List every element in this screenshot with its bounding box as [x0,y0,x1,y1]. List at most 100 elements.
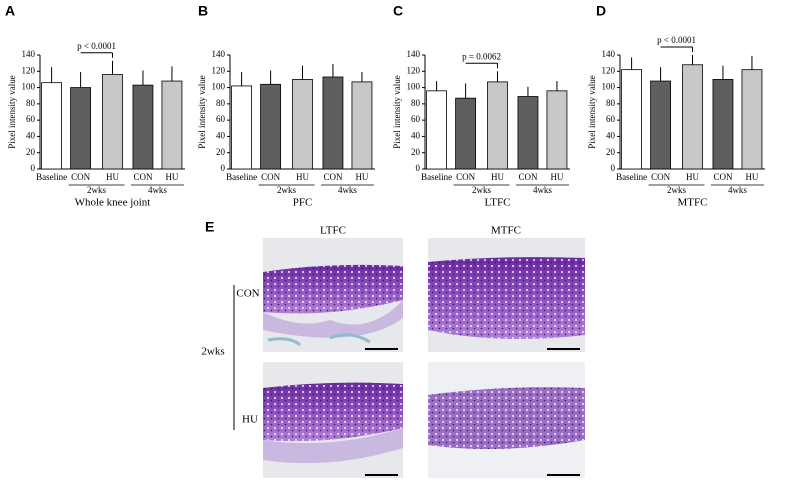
y-tick-label: 40 [411,130,421,140]
y-tick-label: 100 [602,82,616,92]
y-tick-label: 60 [26,114,36,124]
bar [426,90,448,170]
x-tick-label: Baseline [421,172,452,182]
y-tick-label: 140 [602,49,616,59]
x-tick-label: CON [456,172,476,182]
bar [231,85,253,170]
x-tick-label: HU [686,172,699,182]
y-tick-label: 0 [221,163,226,173]
y-tick-label: 20 [216,147,226,157]
bar [102,74,123,170]
panel-label: A [5,3,15,19]
x-axis-label: PFC [293,197,313,209]
x-tick-label: HU [550,172,563,182]
micrograph [263,362,403,478]
bar [260,83,282,170]
x-axis-label: Whole knee joint [75,197,151,209]
bar [682,64,703,170]
panel-label: C [393,3,403,19]
bar [621,69,642,170]
bar [546,90,568,170]
group-label: 2wks [87,185,106,195]
y-tick-label: 40 [26,130,36,140]
y-tick-label: 120 [22,65,36,75]
y-tick-label: 140 [212,49,226,59]
group-label: 2wks [667,185,686,195]
y-tick-label: 0 [416,163,421,173]
y-tick-label: 80 [606,98,616,108]
x-tick-label: CON [518,172,538,182]
y-tick-label: 60 [216,114,226,124]
x-tick-label: HU [106,172,119,182]
x-tick-label: CON [323,172,343,182]
x-tick-label: HU [491,172,504,182]
bar [132,84,154,170]
y-tick-label: 20 [411,147,421,157]
x-tick-label: Baseline [226,172,257,182]
y-tick-label: 0 [611,163,616,173]
y-tick-label: 40 [216,130,226,140]
bar [351,81,373,170]
group-label: 2wks [201,346,224,358]
y-tick-label: 120 [212,65,226,75]
histology-panel: E LTFC MTFC CON HU 2wks [201,219,585,478]
panel-label: D [596,3,606,19]
panel-label: E [205,219,214,235]
micrograph [428,362,585,478]
annotation: p = 0.0062 [462,51,501,61]
bar [70,87,91,170]
x-tick-label: CON [261,172,281,182]
x-tick-label: Baseline [616,172,647,182]
y-tick-label: 20 [606,147,616,157]
x-tick-label: CON [133,172,153,182]
y-tick-label: 100 [212,82,226,92]
panel-label: B [198,3,208,19]
y-tick-label: 80 [411,98,421,108]
row-label: HU [242,414,258,426]
y-tick-label: 100 [407,82,421,92]
group-label: 2wks [472,185,491,195]
y-tick-label: 120 [602,65,616,75]
y-axis-label: Pixel intensity value [587,75,597,149]
bar [650,80,671,170]
row-label: CON [236,288,259,300]
y-axis-label: Pixel intensity value [197,75,207,149]
y-tick-label: 60 [411,114,421,124]
group-label: 2wks [277,185,296,195]
y-axis-label: Pixel intensity value [392,75,402,149]
x-tick-label: HU [296,172,309,182]
y-tick-label: 0 [31,163,36,173]
annotation: p < 0.0001 [657,35,696,45]
y-tick-label: 140 [22,49,36,59]
bar [487,81,508,170]
x-tick-label: CON [651,172,671,182]
micrograph [263,238,403,352]
bar [292,79,313,170]
group-label: 4wks [533,185,552,195]
x-tick-label: HU [355,172,368,182]
group-label: 4wks [148,185,167,195]
bar [322,76,344,170]
y-tick-label: 40 [606,130,616,140]
x-tick-label: Baseline [36,172,67,182]
bar [741,69,763,170]
column-label: LTFC [320,225,346,237]
y-tick-label: 120 [407,65,421,75]
micrograph [428,238,585,352]
x-tick-label: CON [713,172,733,182]
x-tick-label: CON [71,172,91,182]
y-tick-label: 20 [26,147,36,157]
y-axis-label: Pixel intensity value [7,75,17,149]
y-tick-label: 60 [606,114,616,124]
x-tick-label: HU [165,172,178,182]
x-axis-label: MTFC [678,197,708,209]
y-tick-label: 80 [26,98,36,108]
x-axis-label: LTFC [485,197,511,209]
y-tick-label: 80 [216,98,226,108]
bar [41,82,62,170]
bar [455,97,477,170]
annotation: p < 0.0001 [77,41,116,51]
group-label: 4wks [728,185,747,195]
y-tick-label: 100 [22,82,36,92]
